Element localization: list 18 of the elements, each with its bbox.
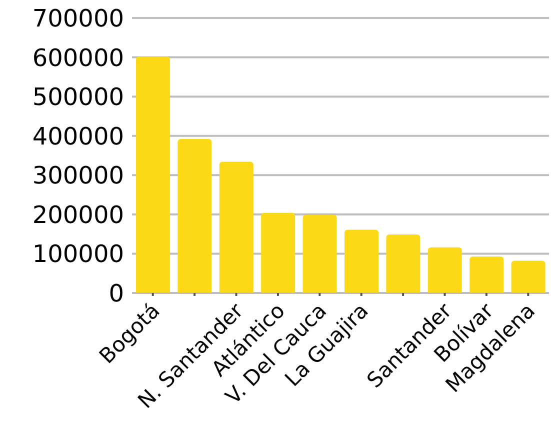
y-tick-label: 100000 [32,240,124,268]
y-tick-label: 400000 [32,122,124,150]
bar [511,260,546,293]
bar [428,247,462,293]
y-tick-label: 0 [108,280,124,308]
bar [386,234,420,293]
bar [136,56,170,293]
bar [219,162,254,293]
bar [261,212,296,293]
y-tick-label: 500000 [32,83,124,112]
y-tick-label: 200000 [32,200,124,229]
y-tick-label: 300000 [32,162,124,190]
y-tick-label: 600000 [32,44,124,72]
bar [178,139,212,293]
bar [470,256,504,293]
y-tick-label: 700000 [32,4,124,33]
bar [344,230,378,293]
bar [302,214,337,293]
